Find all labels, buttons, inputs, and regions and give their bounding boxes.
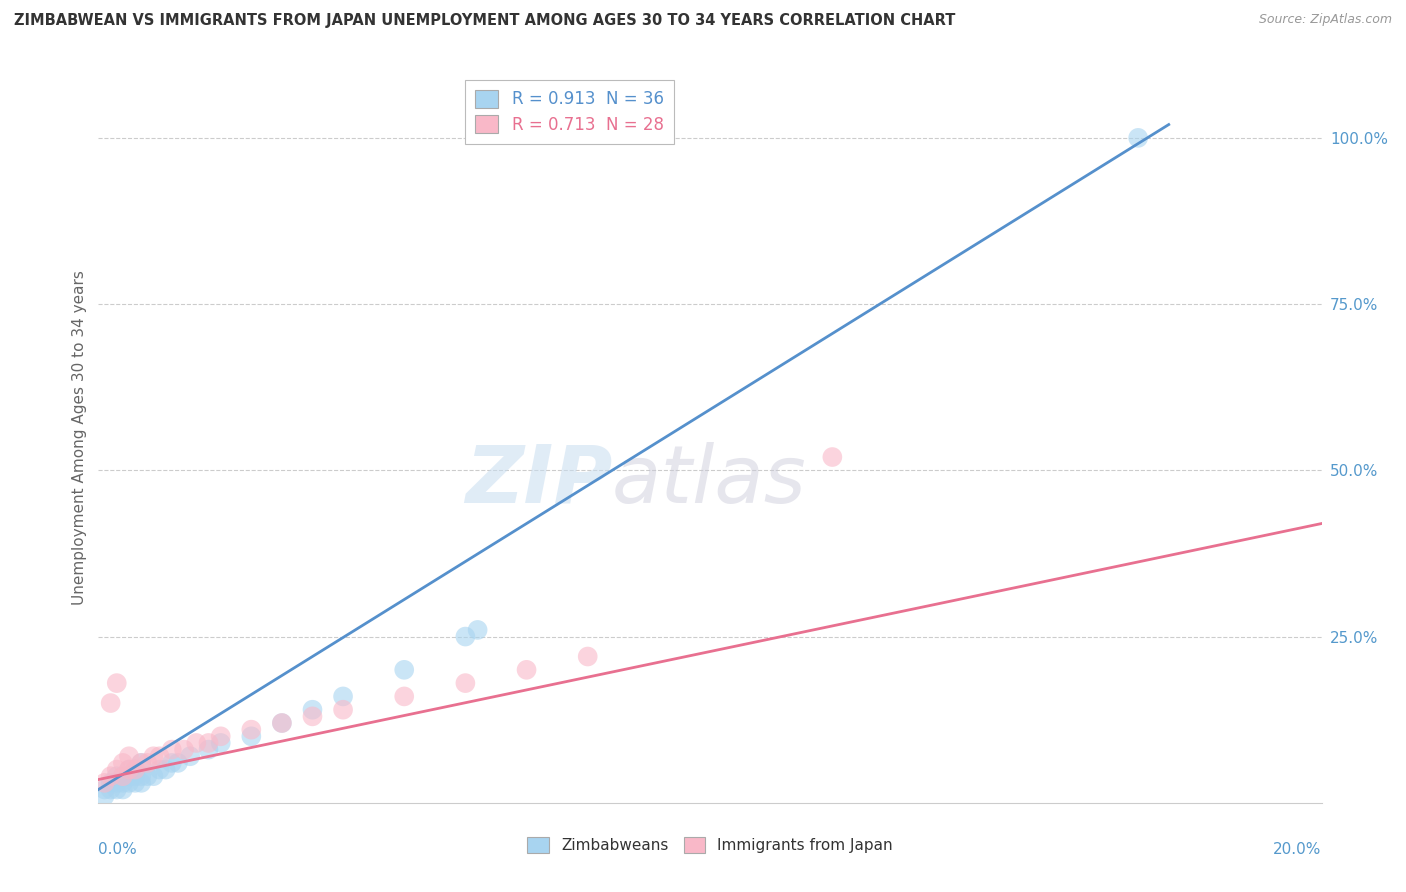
Point	[100, 769, 122, 783]
Point	[454, 630, 477, 644]
Point	[111, 769, 134, 783]
Legend: Zimbabweans, Immigrants from Japan: Zimbabweans, Immigrants from Japan	[520, 829, 900, 861]
Point	[240, 729, 263, 743]
Point	[270, 716, 292, 731]
Point	[93, 782, 115, 797]
Point	[149, 763, 172, 777]
Point	[93, 776, 115, 790]
Point	[332, 690, 354, 704]
Point	[124, 776, 146, 790]
Point	[136, 756, 159, 770]
Point	[136, 769, 159, 783]
Point	[124, 763, 146, 777]
Point	[124, 763, 146, 777]
Point	[516, 663, 538, 677]
Point	[821, 450, 844, 464]
Point	[240, 723, 263, 737]
Text: 0.0%: 0.0%	[98, 842, 138, 856]
Point	[111, 776, 134, 790]
Point	[197, 742, 219, 756]
Point	[100, 776, 122, 790]
Point	[179, 749, 201, 764]
Point	[124, 769, 146, 783]
Point	[118, 763, 141, 777]
Point	[100, 782, 122, 797]
Point	[118, 763, 141, 777]
Point	[105, 769, 128, 783]
Point	[111, 782, 134, 797]
Point	[118, 776, 141, 790]
Point	[332, 703, 354, 717]
Point	[142, 769, 165, 783]
Point	[209, 736, 232, 750]
Point	[118, 769, 141, 783]
Point	[129, 769, 152, 783]
Text: ZIP: ZIP	[465, 442, 612, 520]
Point	[167, 756, 190, 770]
Point	[129, 776, 152, 790]
Point	[111, 769, 134, 783]
Point	[111, 756, 134, 770]
Point	[467, 623, 489, 637]
Text: Source: ZipAtlas.com: Source: ZipAtlas.com	[1258, 13, 1392, 27]
Point	[270, 716, 292, 731]
Point	[186, 736, 208, 750]
Text: ZIMBABWEAN VS IMMIGRANTS FROM JAPAN UNEMPLOYMENT AMONG AGES 30 TO 34 YEARS CORRE: ZIMBABWEAN VS IMMIGRANTS FROM JAPAN UNEM…	[14, 13, 956, 29]
Point	[129, 756, 152, 770]
Point	[142, 749, 165, 764]
Y-axis label: Unemployment Among Ages 30 to 34 years: Unemployment Among Ages 30 to 34 years	[72, 269, 87, 605]
Point	[105, 782, 128, 797]
Point	[1128, 131, 1150, 145]
Point	[173, 742, 195, 756]
Point	[129, 756, 152, 770]
Point	[100, 696, 122, 710]
Point	[160, 742, 183, 756]
Point	[301, 709, 323, 723]
Point	[155, 763, 177, 777]
Point	[93, 789, 115, 804]
Point	[197, 736, 219, 750]
Point	[301, 703, 323, 717]
Point	[576, 649, 599, 664]
Point	[392, 663, 416, 677]
Point	[105, 763, 128, 777]
Point	[118, 749, 141, 764]
Point	[105, 776, 128, 790]
Point	[454, 676, 477, 690]
Point	[105, 676, 128, 690]
Point	[209, 729, 232, 743]
Text: 20.0%: 20.0%	[1274, 842, 1322, 856]
Point	[160, 756, 183, 770]
Point	[392, 690, 416, 704]
Point	[149, 749, 172, 764]
Text: atlas: atlas	[612, 442, 807, 520]
